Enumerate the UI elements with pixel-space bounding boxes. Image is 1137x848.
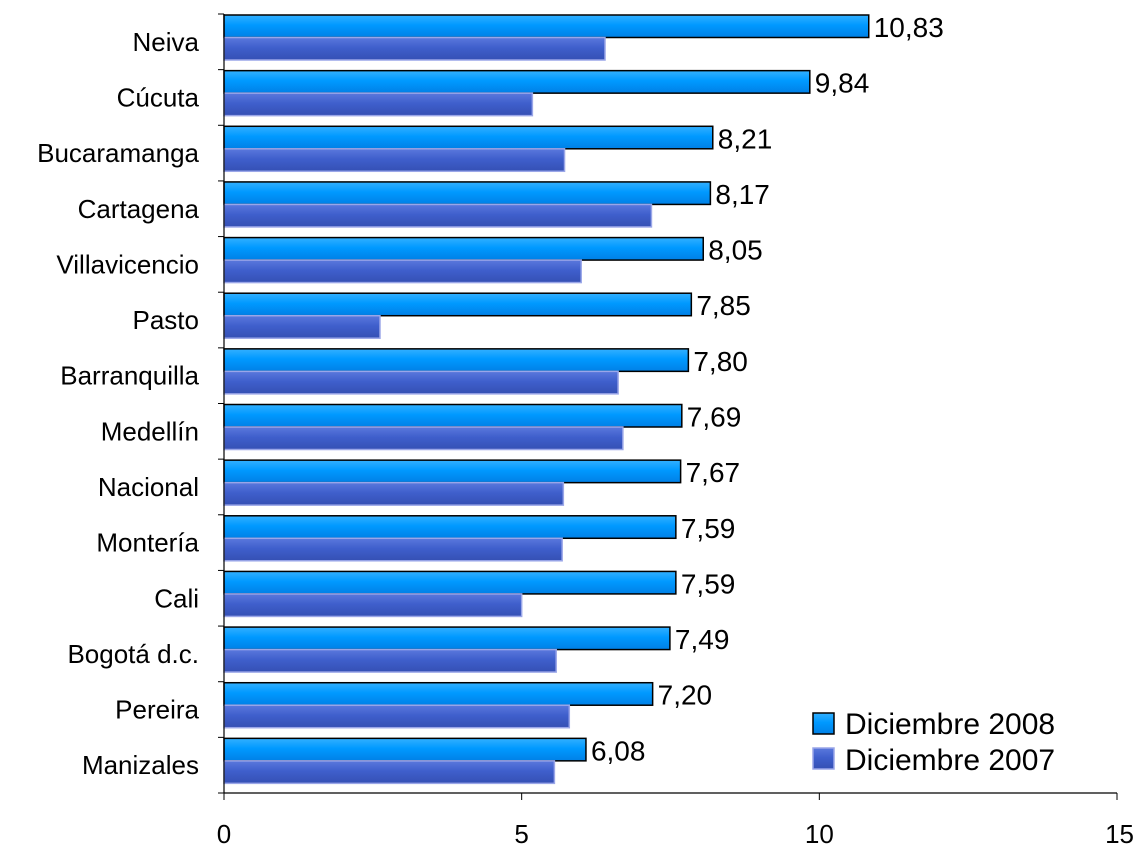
bar-2008 (223, 459, 682, 484)
axes-group: 0 5 10 15 (217, 13, 1134, 848)
bar-2007 (223, 426, 624, 451)
data-label-2008: 7,59 (681, 513, 736, 544)
bar-2007 (223, 481, 565, 506)
category-label: Nacional (98, 472, 199, 502)
x-tick-label: 5 (514, 819, 528, 848)
data-label-2008: 7,20 (658, 680, 713, 711)
bar-2007 (223, 148, 566, 173)
category-label: Villavicencio (56, 249, 199, 279)
data-label-2008: 9,84 (815, 68, 870, 99)
bar-2007 (223, 92, 534, 117)
data-label-2008: 8,05 (708, 235, 763, 266)
x-tick-label: 10 (805, 819, 834, 848)
bar-2008 (223, 626, 671, 651)
data-label-2008: 7,67 (686, 457, 741, 488)
legend-swatch-2007 (812, 747, 835, 770)
bar-2008 (223, 570, 677, 595)
legend: Diciembre 2008 Diciembre 2007 (812, 708, 1055, 777)
bar-2007 (223, 36, 606, 61)
data-label-2008: 7,85 (696, 290, 751, 321)
category-label: Barranquilla (60, 361, 199, 391)
bar-2007 (223, 704, 571, 729)
data-label-2008: 7,49 (675, 624, 730, 655)
category-label: Bogotá d.c. (67, 639, 199, 669)
bar-2007 (223, 593, 523, 618)
bar-2007 (223, 259, 582, 284)
data-label-2008: 6,08 (591, 735, 646, 766)
bar-2008 (223, 125, 714, 150)
x-tick-label: 0 (217, 819, 231, 848)
bar-2008 (223, 292, 693, 317)
category-label: Cali (154, 583, 199, 613)
data-label-2008: 7,69 (687, 402, 742, 433)
category-label: Cúcuta (117, 82, 200, 112)
category-label: Cartagena (78, 194, 200, 224)
bar-2008 (223, 236, 704, 261)
bar-2008 (223, 403, 683, 428)
bar-2008 (223, 681, 654, 706)
bar-2007 (223, 760, 556, 785)
data-label-2008: 7,80 (693, 346, 748, 377)
category-label: Montería (96, 528, 199, 558)
category-label: Bucaramanga (37, 138, 199, 168)
bar-2007 (223, 648, 557, 673)
data-label-2008: 8,21 (718, 123, 773, 154)
bar-2007 (223, 314, 381, 339)
category-label: Medellín (101, 416, 199, 446)
bar-2007 (223, 537, 563, 562)
legend-label-2008: Diciembre 2008 (845, 708, 1055, 741)
category-label: Pasto (133, 305, 200, 335)
category-label: Neiva (133, 27, 200, 57)
bar-2007 (223, 370, 619, 395)
category-label: Pereira (115, 695, 199, 725)
x-tick-label: 15 (1105, 819, 1134, 848)
data-label-2008: 8,17 (715, 179, 770, 210)
bar-2008 (223, 737, 587, 762)
legend-label-2007: Diciembre 2007 (845, 744, 1055, 777)
bar-2007 (223, 203, 653, 228)
bar-2008 (223, 515, 677, 540)
bar-2008 (223, 14, 870, 39)
category-label: Manizales (82, 750, 199, 780)
data-label-2008: 7,59 (681, 568, 736, 599)
labels-group: 10,83 Neiva 9,84 Cúcuta 8,21 Bucaramanga 8,17 C… (37, 12, 944, 780)
bar-2008 (223, 348, 690, 373)
bar-2008 (223, 181, 712, 206)
legend-swatch-2008 (812, 712, 835, 735)
data-label-2008: 10,83 (874, 12, 944, 43)
bar-2008 (223, 69, 811, 94)
